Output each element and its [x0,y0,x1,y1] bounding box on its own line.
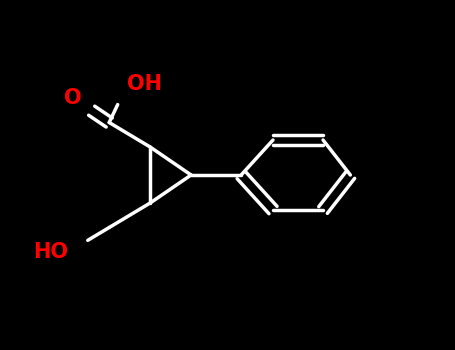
Text: HO: HO [33,242,68,262]
Text: O: O [64,88,81,108]
Text: OH: OH [127,74,162,94]
